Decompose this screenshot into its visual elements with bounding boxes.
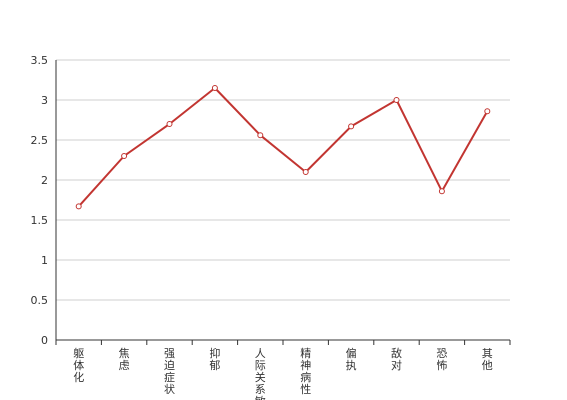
y-tick-label: 2.5 (31, 134, 49, 147)
y-tick-label: 1 (41, 254, 48, 267)
x-category-label: 抑郁 (209, 346, 220, 372)
data-point (166, 121, 173, 127)
y-tick-label: 0.5 (31, 294, 49, 307)
x-category-label: 强迫症状 (164, 347, 175, 396)
data-point (302, 169, 309, 175)
y-tick-label: 2 (41, 174, 48, 187)
y-axis-labels: 0 0.5 1 1.5 2 2.5 3 3.5 (31, 54, 49, 347)
x-category-label: 精神病性 (300, 347, 311, 396)
y-tick-label: 3.5 (31, 54, 49, 67)
x-category-label: 偏执 (346, 346, 357, 372)
y-tick-label: 1.5 (31, 214, 49, 227)
x-axis-ticks (55, 340, 511, 345)
x-axis-labels: 躯体化 焦虑 强迫症状 抑郁 人际关系敏感 精神病性 偏执 敌对 恐怖 其他 (73, 346, 493, 400)
y-tick-label: 3 (41, 94, 48, 107)
data-point (121, 153, 128, 159)
x-category-label: 焦虑 (119, 347, 130, 372)
x-category-label: 恐怖 (436, 347, 447, 372)
series-line (77, 87, 489, 208)
grid-lines (56, 59, 510, 301)
data-point (393, 97, 400, 103)
y-tick-label: 0 (41, 334, 48, 347)
data-point (438, 188, 445, 195)
x-category-label: 其他 (482, 347, 493, 372)
data-point (257, 132, 264, 139)
x-category-label: 人际关系敏感 (255, 347, 266, 400)
series-group (75, 85, 491, 210)
data-point (211, 85, 218, 91)
data-point (484, 108, 491, 115)
data-point (75, 203, 82, 210)
x-category-label: 敌对 (391, 346, 402, 372)
data-point (348, 123, 355, 130)
x-category-label: 躯体化 (73, 347, 84, 384)
